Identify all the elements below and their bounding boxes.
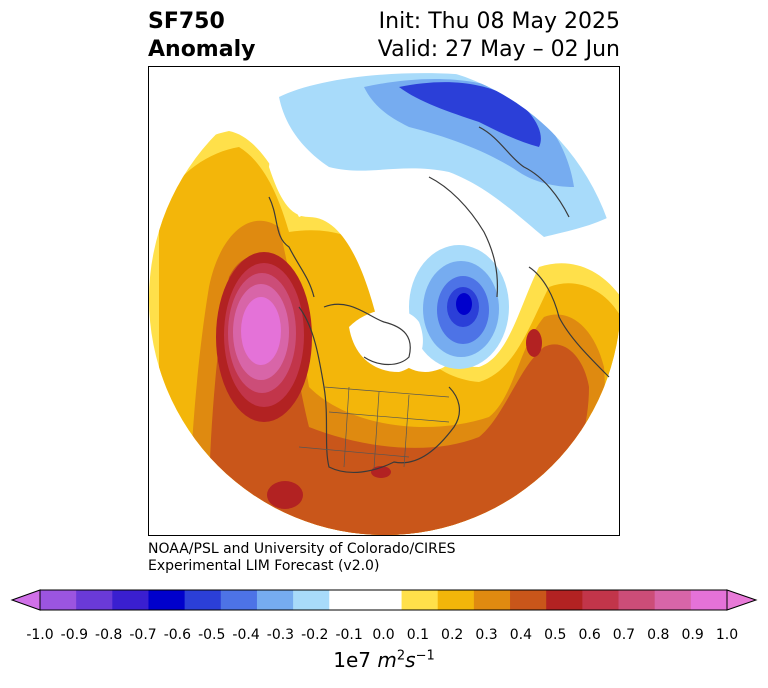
units-m: m xyxy=(377,648,397,672)
colorbar-cell xyxy=(329,590,366,610)
colorbar-cell xyxy=(256,590,294,610)
colorbar-tick-label: 0.4 xyxy=(509,627,533,643)
colorbar-cell xyxy=(184,590,222,610)
borders xyxy=(298,386,450,470)
variable-name: SF750 xyxy=(148,9,225,34)
colorbar-over-arrow xyxy=(726,589,758,611)
credit-text: NOAA/PSL and University of Colorado/CIRE… xyxy=(148,541,456,575)
credit-line-1: NOAA/PSL and University of Colorado/CIRE… xyxy=(148,541,456,557)
colorbar-tick-label: 0.6 xyxy=(578,627,601,643)
init-date: Init: Thu 08 May 2025 xyxy=(378,9,620,34)
colorbar xyxy=(10,589,758,611)
colorbar-tick-label: 0.7 xyxy=(612,627,636,643)
colorbar-cell xyxy=(76,590,113,610)
colorbar-tick-label: -0.4 xyxy=(232,627,260,643)
credit-line-2: Experimental LIM Forecast (v2.0) xyxy=(148,558,380,574)
colorbar-tick-label: 0.3 xyxy=(475,627,498,643)
map-title: SF750 Anomaly xyxy=(148,8,255,64)
colorbar-tick-label: -0.5 xyxy=(198,627,226,643)
colorbar-units: 1e7 m2s−1 xyxy=(0,648,768,672)
units-s-exp: −1 xyxy=(415,648,435,664)
colorbar-cell xyxy=(510,590,547,610)
variable-type: Anomaly xyxy=(148,37,256,62)
colorbar-tick-label: -0.3 xyxy=(266,627,295,643)
colorbar-tick-label: 0.2 xyxy=(441,627,464,643)
colorbar-cell xyxy=(546,590,583,610)
forecast-dates: Init: Thu 08 May 2025 Valid: 27 May – 02… xyxy=(378,8,620,64)
colorbar-cell xyxy=(473,590,511,610)
colorbar-tick-label: -0.8 xyxy=(95,627,123,643)
units-base: 1e7 xyxy=(333,648,378,672)
colorbar-cell xyxy=(582,590,620,610)
coastlines xyxy=(268,126,610,473)
colorbar-cells xyxy=(39,589,728,611)
colorbar-cell xyxy=(40,590,77,610)
colorbar-tick-label: 0.1 xyxy=(406,627,429,643)
colorbar-cell xyxy=(401,590,439,610)
colorbar-cell xyxy=(148,590,186,610)
colorbar-tick-label: -0.9 xyxy=(60,627,89,643)
anomaly-map xyxy=(149,67,619,535)
colorbar-tick-label: 0.5 xyxy=(544,627,567,643)
colorbar-cell xyxy=(112,590,149,610)
colorbar-cell xyxy=(365,590,403,610)
colorbar-tick-label: -0.2 xyxy=(301,627,329,643)
colorbar-cell xyxy=(690,590,728,610)
colorbar-tick-label: 0.9 xyxy=(681,627,704,643)
colorbar-tick-label: -0.6 xyxy=(163,627,192,643)
map-panel xyxy=(148,66,620,536)
colorbar-under-arrow xyxy=(10,589,41,611)
colorbar-tick-labels: -1.0 -0.9 -0.8 -0.7 -0.6 -0.5 -0.4 -0.3 -0.2 -0.1… xyxy=(0,627,768,647)
colorbar-tick-label: 0.8 xyxy=(647,627,670,643)
colorbar-tick-label: 0.0 xyxy=(372,627,395,643)
colorbar-cell xyxy=(437,590,475,610)
colorbar-tick-label: -1.0 xyxy=(26,627,54,643)
filled-contours xyxy=(149,67,619,535)
colorbar-cell xyxy=(618,590,656,610)
units-m-exp: 2 xyxy=(396,648,406,664)
colorbar-cell xyxy=(654,590,692,610)
colorbar-tick-label: -0.1 xyxy=(335,627,363,643)
colorbar-cell xyxy=(220,590,258,610)
units-s: s xyxy=(405,648,416,672)
valid-date: Valid: 27 May – 02 Jun xyxy=(377,37,620,62)
colorbar-cell xyxy=(293,590,330,610)
colorbar-tick-label: -0.7 xyxy=(129,627,157,643)
colorbar-tick-label: 1.0 xyxy=(715,627,739,643)
